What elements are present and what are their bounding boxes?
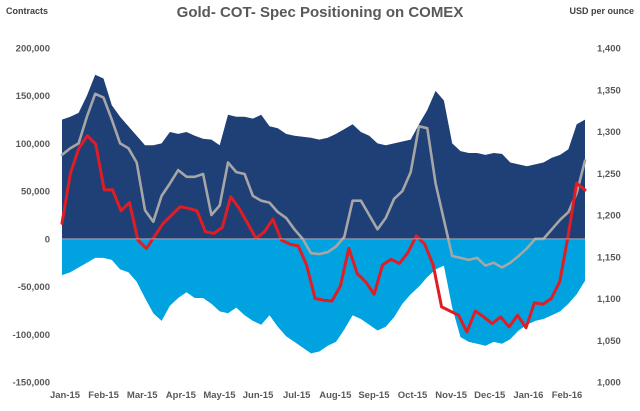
x-axis-tick-label: Nov-15 [435,390,467,401]
left-axis-tick-label: 0 [45,234,50,245]
x-axis-tick-label: Jan-15 [50,390,81,401]
left-axis-tick-label: 150,000 [16,91,50,102]
right-axis-tick-label: 1,350 [597,85,621,96]
right-axis-tick-label: 1,250 [597,169,621,180]
short-positions-area [62,238,585,354]
long-positions-area [62,74,585,239]
left-axis-tick-label: 200,000 [16,44,50,55]
x-axis-tick-label: Apr-15 [166,390,197,401]
right-axis-tick-label: 1,300 [597,127,621,138]
x-axis-tick-label: Jul-15 [283,390,311,401]
right-axis-tick-label: 1,050 [597,336,621,347]
left-axis-tick-label: -100,000 [12,330,50,341]
left-axis-tick-label: -50,000 [18,282,50,293]
x-axis-tick-label: Jan-16 [513,390,543,401]
right-axis-tick-label: 1,100 [597,294,621,305]
gold-price-line [60,134,587,334]
right-axis-tick-label: 1,400 [597,44,621,55]
x-axis-tick-label: Oct-15 [398,390,428,401]
x-axis-tick-label: Dec-15 [474,390,506,401]
right-axis-unit-label: USD per ounce [569,6,634,16]
right-axis-tick-label: 1,200 [597,211,621,222]
x-axis-tick-label: Mar-15 [127,390,158,401]
left-axis-tick-label: 50,000 [21,187,50,198]
x-axis-tick-label: Sep-15 [358,390,390,401]
x-axis-tick-label: Jun-15 [243,390,274,401]
x-axis-tick-label: Aug-15 [319,390,352,401]
left-axis-tick-label: -150,000 [12,378,50,389]
x-axis-tick-label: Feb-15 [88,390,119,401]
left-axis-unit-label: Contracts [6,6,49,16]
net-position-line [60,92,587,269]
right-axis-tick-label: 1,000 [597,378,621,389]
left-axis-tick-label: 100,000 [16,139,50,150]
chart-title: Gold- COT- Spec Positioning on COMEX [176,4,464,21]
x-axis-tick-label: May-15 [203,390,236,401]
x-axis-tick-label: Feb-16 [552,390,583,401]
right-axis-tick-label: 1,150 [597,252,621,263]
